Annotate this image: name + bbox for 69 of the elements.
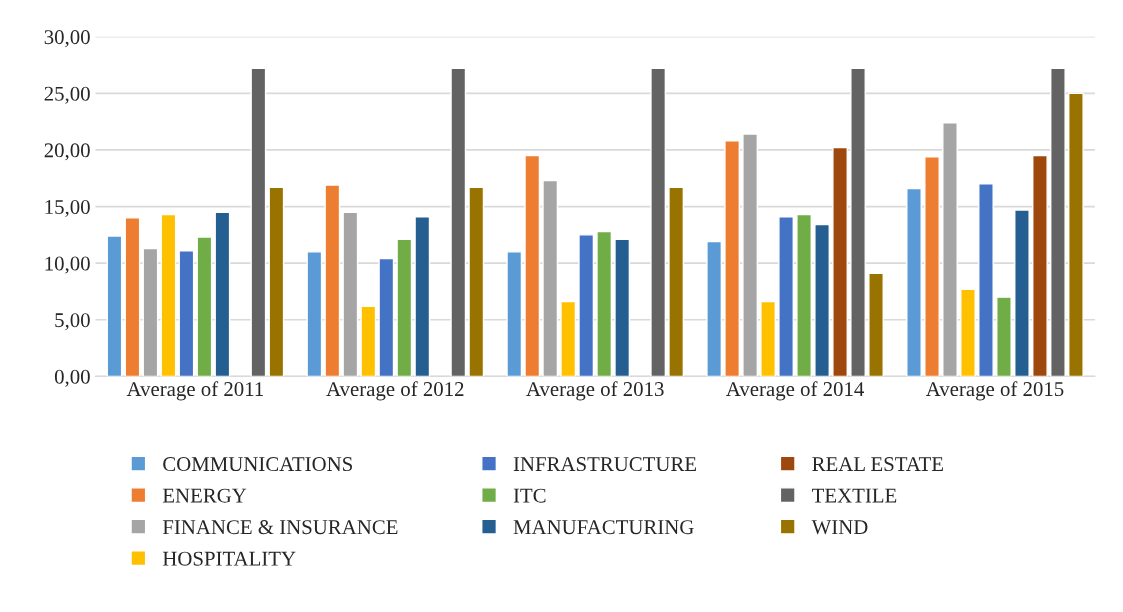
y-tick-label: 20,00 <box>44 143 90 161</box>
legend-label: COMMUNICATIONS <box>163 457 352 472</box>
bar <box>1068 92 1084 377</box>
y-tick-label: 10,00 <box>45 256 90 274</box>
legend-label: FINANCE & INSURANCE <box>162 520 398 535</box>
bar <box>468 186 485 377</box>
bar <box>214 211 231 377</box>
bar <box>542 179 559 377</box>
bar <box>378 257 395 377</box>
bar <box>360 305 377 377</box>
bar <box>942 122 958 377</box>
bar <box>706 240 723 377</box>
bar <box>160 213 177 377</box>
bar <box>250 67 267 377</box>
bar <box>524 154 541 377</box>
bar <box>506 251 523 377</box>
bar <box>268 186 285 377</box>
bar <box>142 247 159 377</box>
bar <box>796 213 812 377</box>
bar <box>906 187 922 377</box>
y-tick-label: 25,00 <box>44 86 90 104</box>
bar <box>1032 154 1048 377</box>
bar <box>396 238 413 377</box>
x-tick-label: Average of 2015 <box>925 381 1064 401</box>
bar <box>832 146 848 377</box>
legend-label: MANUFACTURING <box>513 520 694 535</box>
y-tick-label: 30,00 <box>44 30 90 48</box>
y-tick-label: 0,00 <box>54 369 90 387</box>
bar <box>106 235 123 377</box>
bar <box>306 251 323 377</box>
bar <box>178 250 195 377</box>
x-tick-label: Average of 2012 <box>326 381 464 401</box>
bar <box>196 236 213 377</box>
bar <box>414 216 431 377</box>
legend-label: ITC <box>513 488 546 503</box>
bar <box>978 183 994 377</box>
bar <box>324 184 341 377</box>
bar <box>650 67 667 377</box>
x-tick-label: Average of 2014 <box>726 381 864 401</box>
bar <box>760 300 776 377</box>
bar <box>1014 209 1030 377</box>
bar <box>342 211 359 377</box>
bar <box>778 216 794 377</box>
bar <box>668 186 685 377</box>
bar <box>724 140 741 377</box>
legend-label: WIND <box>811 520 868 535</box>
bar <box>924 156 940 377</box>
legend-label: INFRASTRUCTURE <box>513 457 697 472</box>
bar <box>960 288 976 377</box>
y-tick-label: 15,00 <box>45 199 90 217</box>
bar <box>560 300 577 377</box>
bar <box>596 230 613 377</box>
bar <box>1050 67 1066 377</box>
bar <box>450 67 467 377</box>
bar <box>996 296 1012 377</box>
y-tick-label: 5,00 <box>55 313 90 331</box>
legend-label: REAL ESTATE <box>812 457 943 472</box>
bar <box>850 67 866 377</box>
x-tick-label: Average of 2013 <box>526 381 664 401</box>
legend-label: TEXTILE <box>812 488 897 503</box>
bar <box>868 272 884 377</box>
legend-label: HOSPITALITY <box>162 551 296 566</box>
x-tick-label: Average of 2011 <box>126 381 263 401</box>
legend-label: ENERGY <box>162 488 247 503</box>
bar <box>742 133 758 377</box>
bar <box>578 234 595 377</box>
bar <box>124 217 141 377</box>
bar <box>614 238 631 377</box>
bar <box>814 223 830 377</box>
